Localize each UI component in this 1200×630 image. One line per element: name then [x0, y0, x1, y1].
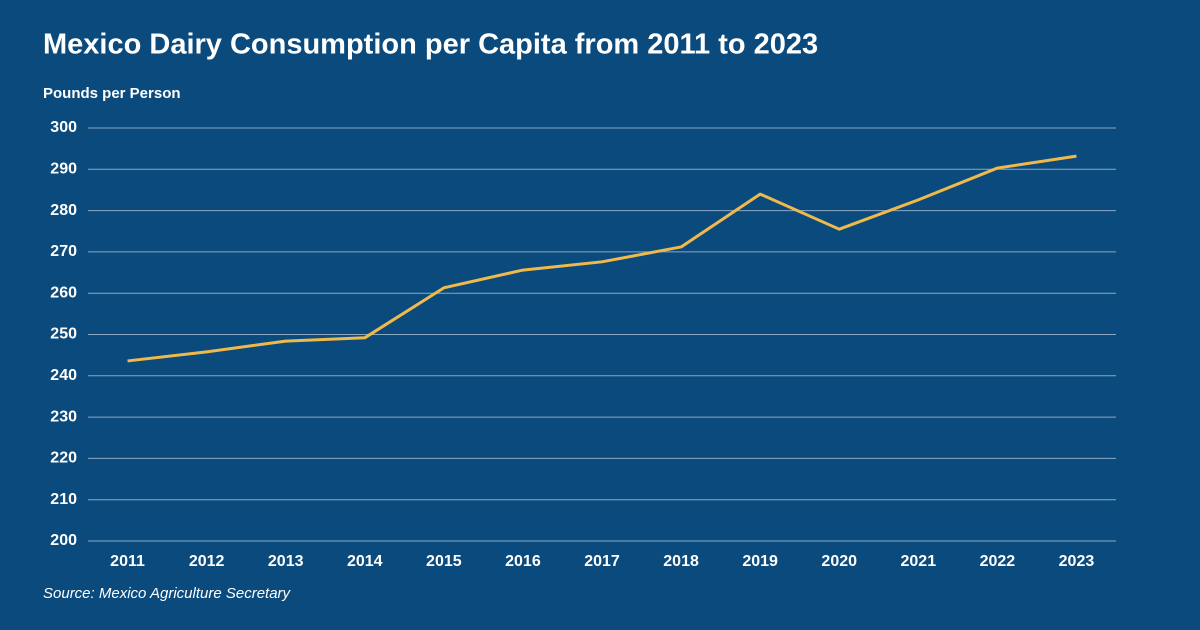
x-tick-label: 2012 — [189, 553, 225, 570]
x-tick-label: 2011 — [110, 553, 145, 570]
y-tick-label: 230 — [50, 408, 77, 425]
x-tick-label: 2023 — [1059, 553, 1095, 570]
x-tick-label: 2019 — [742, 553, 778, 570]
y-tick-label: 260 — [50, 284, 77, 301]
y-tick-label: 240 — [50, 367, 77, 384]
x-tick-label: 2016 — [505, 553, 541, 570]
x-tick-label: 2020 — [821, 553, 857, 570]
x-tick-label: 2013 — [268, 553, 304, 570]
y-tick-label: 220 — [50, 450, 77, 467]
chart-title: Mexico Dairy Consumption per Capita from… — [43, 29, 818, 61]
y-tick-label: 280 — [50, 202, 77, 219]
y-tick-label: 250 — [50, 326, 77, 343]
y-tick-label: 200 — [50, 532, 77, 549]
y-tick-label: 290 — [50, 161, 77, 178]
x-tick-label: 2015 — [426, 553, 462, 570]
x-tick-label: 2018 — [663, 553, 699, 570]
x-tick-label: 2022 — [980, 553, 1016, 570]
data-line — [127, 154, 1077, 363]
x-tick-label: 2021 — [901, 553, 937, 570]
y-tick-label: 210 — [50, 491, 77, 508]
y-tick-label: 300 — [50, 119, 77, 136]
x-tick-label: 2014 — [347, 553, 383, 570]
x-tick-label: 2017 — [584, 553, 620, 570]
source: Source: Mexico Agriculture Secretary — [43, 585, 292, 602]
y-tick-label: 270 — [50, 243, 77, 260]
y-axis-label: Pounds per Person — [43, 85, 181, 102]
